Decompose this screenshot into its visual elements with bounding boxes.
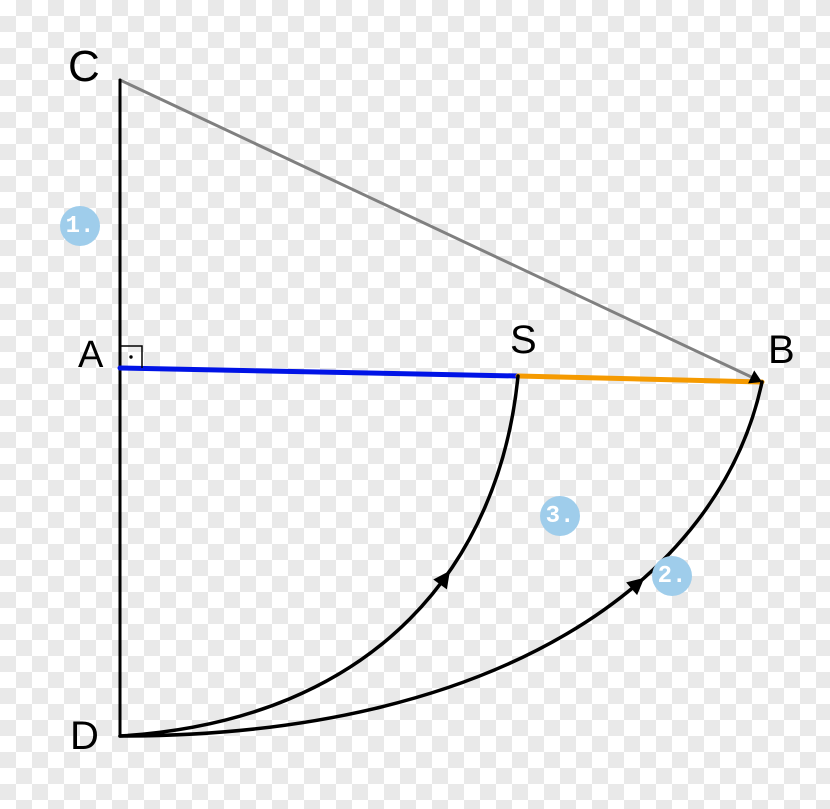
step-badge-1: 1. xyxy=(60,206,100,246)
label-S: S xyxy=(510,318,537,363)
step-badge-3-text: 3. xyxy=(546,503,575,530)
step-badge-3: 3. xyxy=(540,496,580,536)
line-AS xyxy=(120,368,518,376)
label-A: A xyxy=(78,334,103,377)
step-badge-1-text: 1. xyxy=(66,213,95,240)
diagram-svg xyxy=(0,0,830,809)
label-D: D xyxy=(70,714,99,759)
line-SB xyxy=(518,376,762,382)
arc-DS-arrow xyxy=(433,571,450,590)
right-angle-dot xyxy=(129,355,132,358)
step-badge-2-text: 2. xyxy=(658,563,687,590)
arc-DS xyxy=(120,376,518,736)
line-CB xyxy=(120,80,762,382)
label-C: C xyxy=(68,42,100,92)
label-B: B xyxy=(768,328,795,373)
step-badge-2: 2. xyxy=(652,556,692,596)
